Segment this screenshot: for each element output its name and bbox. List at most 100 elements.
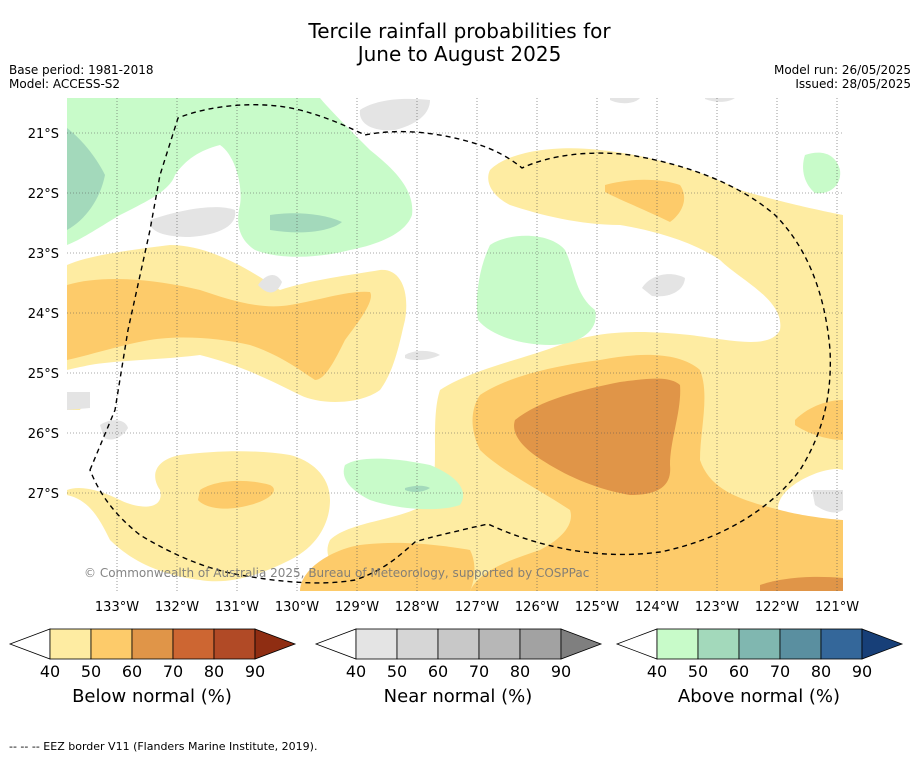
- model-run: Model run: 26/05/2025: [773, 63, 911, 77]
- colorbar-segment: [478, 628, 521, 660]
- colorbar-segment: [820, 628, 863, 660]
- lon-label: 131°W: [215, 600, 259, 615]
- lat-label: 26°S: [28, 427, 59, 442]
- colorbar-label-above: Above normal (%): [677, 686, 841, 707]
- lat-label: 22°S: [28, 187, 59, 202]
- near-40-region-5: [405, 350, 440, 361]
- model-name: Model: ACCESS-S2: [9, 77, 121, 91]
- colorbar-tick-label: 60: [428, 662, 448, 681]
- lon-label: 127°W: [455, 600, 499, 615]
- colorbar-tick-label: 70: [770, 662, 790, 681]
- colorbar-segment: [131, 628, 174, 660]
- base-period: Base period: 1981-2018: [9, 63, 154, 77]
- meta-left: Base period: 1981-2018 Model: ACCESS-S2: [9, 63, 154, 91]
- colorbar-label-near: Near normal (%): [383, 686, 533, 707]
- colorbar-tick-label: 90: [245, 662, 265, 681]
- colorbar-tick-label: 90: [551, 662, 571, 681]
- above-40-region-center: [476, 235, 596, 345]
- lon-label: 129°W: [335, 600, 379, 615]
- map-area: [67, 98, 843, 591]
- colorbar-segment: [213, 628, 256, 660]
- eez-footer-note: -- -- -- EEZ border V11 (Flanders Marine…: [9, 740, 318, 753]
- near-40-region-8: [812, 490, 843, 513]
- below-60-region-center: [514, 378, 681, 495]
- above-40-region-south: [343, 458, 464, 510]
- colorbar-tick-label: 70: [163, 662, 183, 681]
- below-50-region-east-edge: [795, 400, 843, 440]
- colorbar-tick-label: 40: [40, 662, 60, 681]
- colorbar-extend-high: [861, 628, 904, 660]
- map-title-line1: Tercile rainfall probabilities for: [308, 19, 611, 43]
- colorbar-above: 40 50 60 70 80 90: [615, 628, 904, 681]
- eez-border: [89, 104, 832, 584]
- colorbar-segment: [779, 628, 822, 660]
- lat-label: 25°S: [28, 367, 59, 382]
- lon-label: 126°W: [515, 600, 559, 615]
- colorbar-tick-label: 50: [81, 662, 101, 681]
- above-50-region-north: [270, 213, 342, 233]
- colorbar-extend-low: [615, 628, 658, 660]
- near-40-region-1: [359, 98, 430, 131]
- lat-label: 24°S: [28, 307, 59, 322]
- near-40-region-7: [100, 420, 128, 440]
- near-40-region-10: [705, 98, 735, 102]
- issued-date: Issued: 28/05/2025: [795, 77, 911, 91]
- colorbar-near: 40 50 60 70 80 90: [314, 628, 603, 681]
- colorbar-extend-high: [560, 628, 603, 660]
- colorbar-segment: [172, 628, 215, 660]
- colorbar-tick-label: 50: [387, 662, 407, 681]
- lat-label: 21°S: [28, 127, 59, 142]
- lon-label: 133°W: [95, 600, 139, 615]
- lon-label: 132°W: [155, 600, 199, 615]
- above-50-region-west: [67, 128, 105, 230]
- colorbar-segment: [697, 628, 740, 660]
- gridlines: [67, 98, 843, 591]
- colorbar-tick-label: 40: [647, 662, 667, 681]
- lon-label: 128°W: [395, 600, 439, 615]
- above-40-region-ne: [803, 152, 841, 194]
- colorbar-segment: [519, 628, 562, 660]
- below-50-region-small-left: [198, 480, 274, 509]
- near-40-region-6: [67, 392, 90, 410]
- colorbar-tick-label: 60: [729, 662, 749, 681]
- colorbar-tick-label: 80: [811, 662, 831, 681]
- lon-axis: 133°W 132°W 131°W 130°W 129°W 128°W 127°…: [95, 600, 859, 615]
- lon-label: 130°W: [275, 600, 319, 615]
- map-title-line2: June to August 2025: [357, 42, 562, 66]
- near-40-region-4: [642, 274, 685, 297]
- colorbar-tick-label: 70: [469, 662, 489, 681]
- lat-axis: 21°S 22°S 23°S 24°S 25°S 26°S 27°S: [28, 127, 59, 502]
- colorbar-extend-low: [8, 628, 51, 660]
- colorbar-label-below: Below normal (%): [72, 686, 232, 707]
- lat-label: 23°S: [28, 247, 59, 262]
- colorbar-segment: [738, 628, 781, 660]
- lon-label: 123°W: [695, 600, 739, 615]
- colorbar-segment: [49, 628, 92, 660]
- colorbar-tick-label: 80: [204, 662, 224, 681]
- colorbar-segment: [396, 628, 439, 660]
- above-50-region-small: [405, 485, 430, 493]
- colorbar-tick-label: 60: [122, 662, 142, 681]
- colorbar-tick-label: 50: [688, 662, 708, 681]
- below-50-region-south: [300, 542, 475, 591]
- below-60-region-se: [760, 576, 843, 591]
- near-40-region-3: [258, 274, 282, 293]
- colorbar-segment: [355, 628, 398, 660]
- colorbar-segment: [437, 628, 480, 660]
- near-40-region-9: [610, 98, 640, 104]
- colorbar-tick-label: 80: [510, 662, 530, 681]
- below-50-region-west: [67, 278, 371, 380]
- colorbar-extend-high: [254, 628, 297, 660]
- lat-label: 27°S: [28, 487, 59, 502]
- colorbar-below: 40 50 60 70 80 90: [8, 628, 297, 681]
- copyright-text: © Commonwealth of Australia 2025, Bureau…: [84, 566, 589, 580]
- below-50-region-topright: [605, 179, 685, 222]
- colorbar-tick-label: 40: [346, 662, 366, 681]
- colorbar-segment: [90, 628, 133, 660]
- colorbars: 40 50 60 70 80 90 40 50 60 70 80 90 40 50 60 70 80 90: [8, 628, 904, 681]
- lon-label: 125°W: [575, 600, 619, 615]
- colorbar-extend-low: [314, 628, 357, 660]
- lon-label: 122°W: [755, 600, 799, 615]
- colorbar-tick-label: 90: [852, 662, 872, 681]
